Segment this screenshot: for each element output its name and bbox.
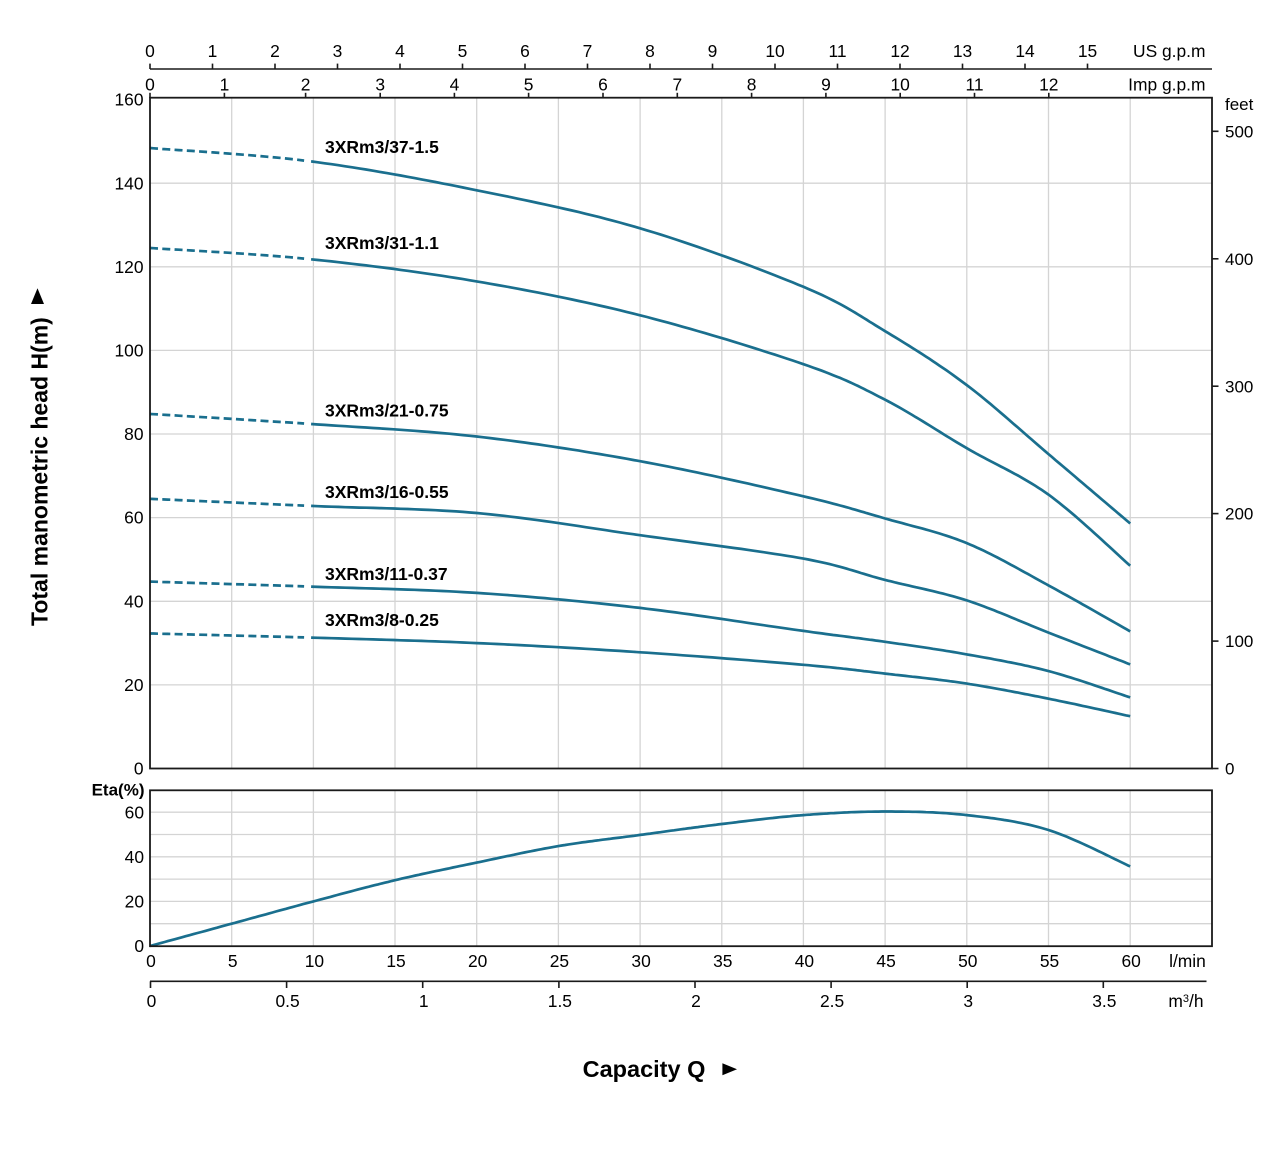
svg-text:Capacity Q: Capacity Q	[583, 1056, 706, 1082]
svg-text:40: 40	[795, 951, 814, 971]
svg-text:25: 25	[550, 951, 569, 971]
svg-text:30: 30	[631, 951, 650, 971]
svg-text:US g.p.m: US g.p.m	[1133, 41, 1205, 61]
svg-text:3.5: 3.5	[1092, 991, 1116, 1011]
svg-text:10: 10	[305, 951, 324, 971]
svg-text:3XRm3/31-1.1: 3XRm3/31-1.1	[325, 233, 439, 253]
svg-text:20: 20	[124, 675, 143, 695]
svg-text:10: 10	[891, 75, 910, 95]
svg-text:400: 400	[1225, 250, 1253, 269]
svg-text:3XRm3/16-0.55: 3XRm3/16-0.55	[325, 482, 449, 502]
svg-text:0: 0	[134, 759, 144, 779]
svg-text:10: 10	[765, 41, 784, 61]
svg-text:0: 0	[134, 936, 144, 956]
svg-text:0.5: 0.5	[276, 991, 300, 1011]
svg-text:3: 3	[963, 991, 973, 1011]
svg-text:Eta(%): Eta(%)	[92, 781, 145, 800]
svg-text:4: 4	[395, 41, 405, 61]
svg-text:4: 4	[450, 75, 460, 95]
svg-text:0: 0	[145, 75, 155, 95]
svg-text:8: 8	[645, 41, 655, 61]
svg-text:55: 55	[1040, 951, 1059, 971]
svg-text:35: 35	[713, 951, 732, 971]
svg-text:3XRm3/21-0.75: 3XRm3/21-0.75	[325, 401, 449, 421]
svg-text:5: 5	[524, 75, 534, 95]
svg-text:0: 0	[146, 951, 156, 971]
svg-text:3: 3	[333, 41, 343, 61]
svg-text:12: 12	[890, 41, 909, 61]
svg-text:Total manometric head H(m): Total manometric head H(m)	[27, 317, 53, 626]
svg-text:100: 100	[1225, 632, 1253, 651]
svg-text:9: 9	[708, 41, 718, 61]
svg-text:12: 12	[1039, 75, 1058, 95]
svg-text:50: 50	[958, 951, 977, 971]
svg-text:200: 200	[1225, 505, 1253, 524]
svg-text:7: 7	[672, 75, 682, 95]
svg-text:15: 15	[386, 951, 405, 971]
svg-text:2.5: 2.5	[820, 991, 844, 1011]
svg-text:40: 40	[125, 847, 144, 867]
svg-text:feet: feet	[1225, 95, 1254, 114]
svg-text:2: 2	[691, 991, 701, 1011]
svg-text:0: 0	[1225, 760, 1234, 779]
svg-text:7: 7	[583, 41, 593, 61]
svg-text:60: 60	[125, 802, 144, 822]
svg-text:11: 11	[828, 41, 846, 61]
svg-text:40: 40	[124, 591, 143, 611]
svg-text:6: 6	[598, 75, 608, 95]
svg-text:2: 2	[301, 75, 311, 95]
svg-text:Imp g.p.m: Imp g.p.m	[1128, 75, 1205, 95]
svg-text:60: 60	[124, 508, 143, 528]
svg-text:20: 20	[468, 951, 487, 971]
svg-text:14: 14	[1015, 41, 1035, 61]
svg-text:3XRm3/8-0.25: 3XRm3/8-0.25	[325, 610, 439, 630]
svg-text:6: 6	[520, 41, 530, 61]
svg-text:100: 100	[114, 341, 143, 361]
svg-text:8: 8	[747, 75, 757, 95]
svg-text:1: 1	[208, 41, 218, 61]
svg-text:9: 9	[821, 75, 831, 95]
svg-text:120: 120	[114, 257, 143, 277]
svg-text:140: 140	[114, 173, 143, 193]
svg-text:45: 45	[876, 951, 895, 971]
svg-text:60: 60	[1122, 951, 1141, 971]
svg-text:1: 1	[220, 75, 230, 95]
svg-text:160: 160	[114, 90, 143, 110]
svg-text:3: 3	[375, 75, 385, 95]
svg-text:0: 0	[145, 41, 155, 61]
svg-text:5: 5	[228, 951, 238, 971]
svg-text:500: 500	[1225, 122, 1253, 141]
svg-text:80: 80	[124, 424, 143, 444]
svg-text:20: 20	[125, 892, 144, 912]
svg-text:1.5: 1.5	[548, 991, 572, 1011]
svg-text:15: 15	[1078, 41, 1097, 61]
svg-text:2: 2	[270, 41, 280, 61]
svg-text:13: 13	[953, 41, 972, 61]
svg-text:3XRm3/11-0.37: 3XRm3/11-0.37	[325, 564, 448, 584]
svg-text:3XRm3/37-1.5: 3XRm3/37-1.5	[325, 137, 439, 157]
svg-text:0: 0	[147, 991, 157, 1011]
svg-text:1: 1	[419, 991, 429, 1011]
svg-text:m3/h: m3/h	[1168, 991, 1203, 1011]
svg-text:300: 300	[1225, 377, 1253, 396]
svg-text:5: 5	[458, 41, 468, 61]
svg-text:11: 11	[965, 75, 983, 95]
svg-text:l/min: l/min	[1169, 951, 1206, 971]
